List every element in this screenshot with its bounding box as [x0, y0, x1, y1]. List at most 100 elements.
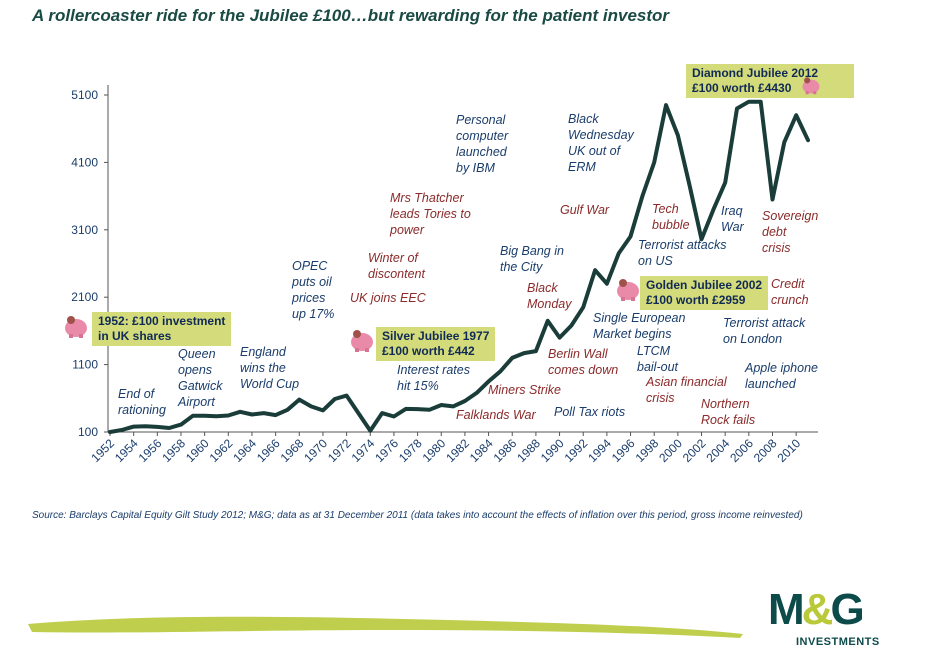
annotation-opec: OPEC puts oil prices up 17%: [291, 259, 334, 321]
y-tick-label: 5100: [71, 88, 98, 102]
data-point: [132, 425, 136, 429]
x-tick-label: 2004: [704, 436, 733, 465]
chart-title: A rollercoaster ride for the Jubilee £10…: [32, 6, 670, 25]
x-tick-label: 2010: [775, 436, 804, 465]
data-point: [640, 194, 644, 198]
x-tick-label: 1962: [207, 436, 236, 465]
data-points: [108, 100, 810, 434]
data-point: [250, 412, 254, 416]
annotation-black-monday: Black Monday: [527, 281, 572, 311]
x-tick-label: 1956: [136, 436, 165, 465]
data-point: [794, 113, 798, 117]
data-point: [700, 237, 704, 241]
data-point: [735, 106, 739, 110]
callout-1977: Silver Jubilee 1977 £100 worth £442: [376, 327, 496, 361]
annotation-northern-rock: Northern Rock fails: [701, 397, 755, 427]
x-tick-label: 1974: [349, 436, 378, 465]
x-tick-label: 1994: [585, 436, 614, 465]
y-tick-label: 4100: [71, 155, 98, 169]
annotation-asian-financial-crisis: Asian financial crisis: [645, 375, 728, 405]
data-point: [416, 407, 420, 411]
data-point: [143, 424, 147, 428]
data-point: [475, 391, 479, 395]
logo-subtitle: INVESTMENTS: [796, 636, 880, 648]
x-tick-label: 1954: [112, 436, 141, 465]
data-point: [747, 100, 751, 104]
data-point: [782, 140, 786, 144]
annotation-apple-iphone: Apple iphone launched: [744, 361, 818, 391]
data-point: [534, 349, 538, 353]
annotation-sovereign-debt: Sovereign debt crisis: [762, 209, 818, 255]
data-point: [356, 411, 360, 415]
data-point: [333, 397, 337, 401]
annotation-gulf-war: Gulf War: [560, 203, 610, 217]
annotation-falklands-war: Falklands War: [456, 408, 536, 422]
annotation-berlin-wall: Berlin Wall comes down: [548, 347, 618, 377]
callout-2012: Diamond Jubilee 2012 £100 worth £4430: [686, 64, 855, 98]
annotation-uk-joins-eec: UK joins EEC: [350, 291, 427, 305]
x-tick-label: 2008: [751, 436, 780, 465]
data-point: [711, 208, 715, 212]
data-point: [569, 324, 573, 328]
data-point: [191, 414, 195, 418]
data-point: [593, 268, 597, 272]
annotation-ltcm: LTCM bail-out: [637, 344, 679, 374]
piggy-bank-icon: [614, 276, 642, 302]
x-tick-label: 1964: [230, 436, 259, 465]
x-tick-label: 1958: [159, 436, 188, 465]
annotation-tech-bubble: Tech bubble: [652, 202, 690, 232]
data-point: [380, 411, 384, 415]
data-point: [629, 235, 633, 239]
data-point: [226, 413, 230, 417]
decorative-brushstroke: [28, 616, 743, 638]
data-point: [120, 428, 124, 432]
piggy-bank-icon: [348, 327, 376, 353]
annotation-mrs-thatcher: Mrs Thatcher leads Tories to power: [389, 191, 471, 237]
x-tick-label: 1996: [609, 436, 638, 465]
data-point: [214, 414, 218, 418]
data-point: [806, 138, 810, 142]
x-axis: 1952195419561958196019621964196619681970…: [88, 431, 818, 465]
x-tick-label: 1980: [420, 436, 449, 465]
x-tick-label: 1952: [88, 436, 117, 465]
data-point: [309, 404, 313, 408]
data-point: [155, 425, 159, 429]
x-tick-label: 1998: [633, 436, 662, 465]
data-point: [759, 100, 763, 104]
x-tick-label: 1992: [562, 436, 591, 465]
x-tick-label: 1960: [183, 436, 212, 465]
data-point: [427, 408, 431, 412]
y-axis: 100 1100 2100 3100 4100 5100: [71, 85, 109, 439]
data-point: [285, 408, 289, 412]
data-point: [723, 181, 727, 185]
x-tick-label: 1972: [325, 436, 354, 465]
piggy-bank-icon: [800, 75, 828, 101]
annotation-poll-tax-riots: Poll Tax riots: [554, 405, 625, 419]
x-tick-label: 1970: [301, 436, 330, 465]
data-point: [274, 413, 278, 417]
line-chart: 100 1100 2100 3100 4100 5100 1952195419561958…: [71, 85, 818, 465]
data-point: [321, 408, 325, 412]
data-point: [238, 410, 242, 414]
y-tick-label: 1100: [72, 358, 98, 372]
annotation-credit-crunch: Credit crunch: [771, 277, 809, 307]
data-point: [297, 398, 301, 402]
x-tick-label: 1982: [443, 436, 472, 465]
x-tick-label: 1976: [372, 436, 401, 465]
chart-series-line: [108, 99, 810, 434]
y-tick-label: 100: [78, 425, 98, 439]
annotation-miners-strike: Miners Strike: [488, 383, 561, 397]
data-point: [487, 379, 491, 383]
data-point: [498, 369, 502, 373]
annotation-big-bang: Big Bang in the City: [500, 244, 564, 274]
data-point: [558, 336, 562, 340]
data-point: [676, 133, 680, 137]
data-point: [617, 251, 621, 255]
data-point: [179, 423, 183, 427]
annotation-single-european-market: Single European Market begins: [593, 311, 685, 341]
data-point: [771, 197, 775, 201]
logo-wordmark: M&G: [768, 585, 865, 634]
data-point: [404, 407, 408, 411]
data-point: [439, 403, 443, 407]
source-note: Source: Barclays Capital Equity Gilt Stu…: [32, 510, 803, 521]
